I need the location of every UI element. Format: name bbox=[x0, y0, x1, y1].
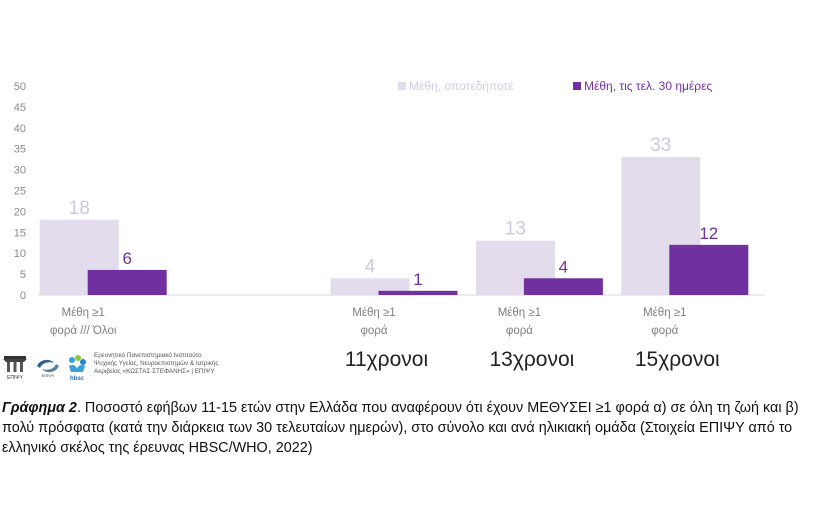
bar-30days-0 bbox=[87, 269, 167, 295]
y-tick-label-5: 25 bbox=[14, 186, 26, 198]
y-tick-label-3: 15 bbox=[14, 227, 26, 239]
category-label-2-line-0: Μέθη ≥1 bbox=[498, 307, 541, 319]
category-label-0-line-1: φορά /// Όλοι bbox=[50, 325, 117, 337]
y-tick-label-0: 0 bbox=[20, 290, 26, 302]
category-label-0-line-0: Μέθη ≥1 bbox=[61, 307, 104, 319]
data-label-30days-0: 6 bbox=[122, 249, 131, 268]
y-tick-label-1: 5 bbox=[20, 269, 26, 281]
category-label-2-line-1: φορά bbox=[506, 325, 533, 337]
logo-a-label: ΕΠΙΨΥ bbox=[7, 375, 24, 380]
legend-label-0: Μέθη, οποτεδήποτε bbox=[409, 79, 514, 93]
institute-line-3: Ακριβείας «ΚΩΣΤΑΣ ΣΤΕΦΑΝΗΣ» | ΕΠΙΨΥ bbox=[94, 368, 215, 375]
caption-text: . Ποσοστό εφήβων 11-15 ετών στην Ελλάδα … bbox=[2, 400, 799, 456]
data-label-30days-3: 12 bbox=[699, 224, 718, 243]
category-label-3-line-0: Μέθη ≥1 bbox=[643, 307, 686, 319]
legend-swatch-1 bbox=[573, 82, 581, 90]
category-label-3-line-1: φορά bbox=[651, 325, 678, 337]
bar-30days-1 bbox=[378, 290, 458, 295]
legend-label-1: Μέθη, τις τελ. 30 ημέρες bbox=[584, 79, 712, 93]
data-label-ever-1: 4 bbox=[365, 256, 376, 277]
group-label-0: 11χρονοι bbox=[345, 348, 429, 371]
category-label-1-line-1: φορά bbox=[360, 325, 387, 337]
y-tick-label-6: 30 bbox=[14, 165, 26, 177]
institute-name: Ερευνητικό Πανεπιστημιακό Ινστιτούτο Ψυχ… bbox=[94, 352, 218, 376]
data-label-30days-2: 4 bbox=[559, 257, 568, 276]
logos: ΕΠΙΨΥ ΕΠΙΨΥ hbsc Ερευνητικό Πανεπιστημια… bbox=[2, 352, 292, 386]
hbsc-icon: hbsc bbox=[69, 355, 86, 382]
category-label-1-line-0: Μέθη ≥1 bbox=[352, 307, 395, 319]
data-label-30days-1: 1 bbox=[413, 270, 422, 289]
institute-line-2: Ψυχικής Υγείας, Νευροεπιστημών & Ιατρική… bbox=[94, 360, 219, 367]
swirl-icon: ΕΠΙΨΥ bbox=[37, 359, 59, 378]
caption-label: Γράφημα 2 bbox=[2, 400, 77, 416]
data-label-ever-0: 18 bbox=[69, 198, 90, 219]
bar-30days-2 bbox=[523, 278, 603, 295]
bar-chart: 0 5 10 15 20 25 30 35 40 45 50 18 6 Μέθη ≥1 φορά /// Ό… bbox=[14, 79, 765, 371]
logo-c-label: hbsc bbox=[70, 376, 85, 382]
legend-swatch-0 bbox=[398, 82, 406, 90]
bar-30days-3 bbox=[669, 244, 749, 295]
group-label-1: 13χρονοι bbox=[489, 348, 574, 371]
y-tick-label-9: 45 bbox=[14, 102, 26, 114]
y-tick-label-2: 10 bbox=[14, 248, 26, 260]
temple-icon: ΕΠΙΨΥ bbox=[3, 356, 27, 380]
logo-b-label: ΕΠΙΨΥ bbox=[42, 373, 55, 378]
y-tick-label-7: 35 bbox=[14, 144, 26, 156]
figure-caption: Γράφημα 2. Ποσοστό εφήβων 11-15 ετών στη… bbox=[2, 398, 822, 458]
y-tick-label-8: 40 bbox=[14, 123, 26, 135]
y-tick-label-4: 20 bbox=[14, 206, 26, 218]
data-label-ever-2: 13 bbox=[505, 219, 526, 240]
institute-line-1: Ερευνητικό Πανεπιστημιακό Ινστιτούτο bbox=[94, 352, 202, 359]
data-label-ever-3: 33 bbox=[650, 135, 671, 156]
y-tick-label-10: 50 bbox=[14, 81, 26, 93]
group-label-2: 15χρονοι bbox=[635, 348, 720, 371]
